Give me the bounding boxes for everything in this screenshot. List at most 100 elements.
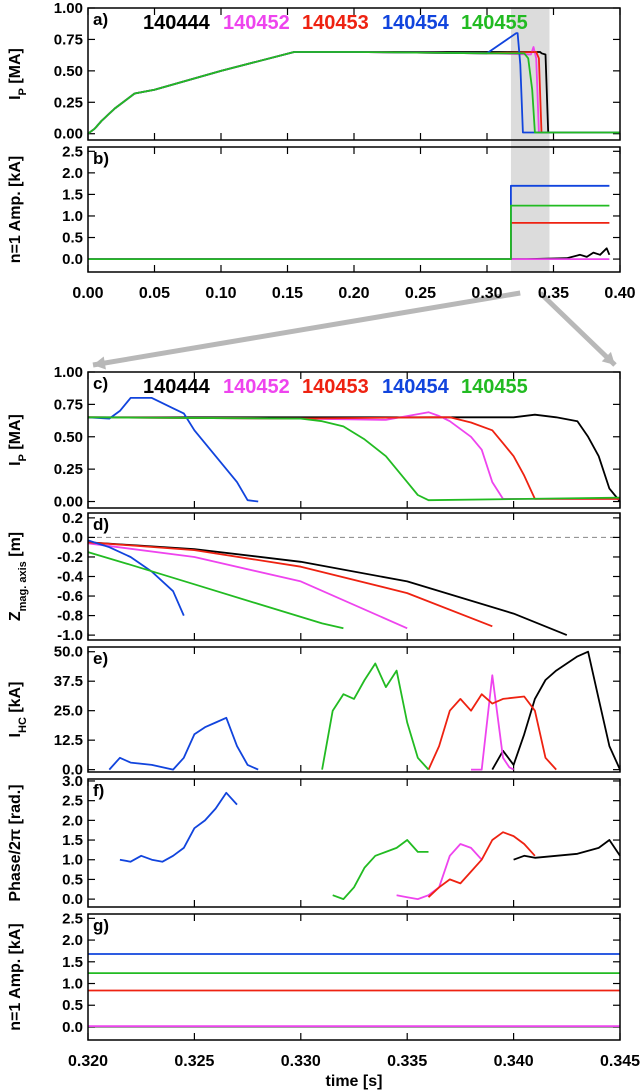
- series-d-140455: [87, 551, 344, 630]
- legend-a-140452: 140452: [223, 12, 290, 34]
- series-d-140453: [87, 541, 493, 628]
- ytick-label-c-0: 1.00: [54, 364, 83, 381]
- series-f-140454: [119, 791, 238, 863]
- series-e-140455: [321, 662, 430, 771]
- ytick-label-g-3: 1.0: [62, 976, 83, 993]
- frame-f: [87, 778, 621, 908]
- panel-c: 1.00 0.75 0.50 0.25 0.00 c) IP [MA]: [7, 364, 621, 511]
- ytick-label-c-3: 0.25: [54, 461, 83, 478]
- series-f-140444: [513, 839, 621, 861]
- series-e-140452: [471, 674, 515, 771]
- series-a-140455: [87, 51, 620, 135]
- series-f-140455: [332, 839, 429, 900]
- legend-c-140444: 140444: [143, 376, 211, 398]
- panel-tag-f: f): [93, 781, 104, 800]
- ytick-label-b-5: 0.0: [62, 251, 83, 268]
- series-b-140455: [88, 204, 610, 261]
- panel-f: 3.0 2.5 2.0 1.5 1.0 0.5 0.0 f) Phase/2π [rad.]: [7, 773, 621, 908]
- ytick-label-e-2: 25.0: [54, 703, 83, 720]
- ytick-label-b-1: 2.0: [62, 165, 83, 182]
- xtick-label-top-6: 0.30: [471, 285, 502, 302]
- legend-c-140453: 140453: [302, 376, 369, 398]
- ytick-label-g-2: 1.5: [62, 954, 83, 971]
- zoom-arrow-right-head: [601, 351, 615, 365]
- series-d-140454: [87, 539, 185, 616]
- legend-c-140452: 140452: [223, 376, 290, 398]
- xtick-label-top-1: 0.05: [139, 285, 170, 302]
- ytick-label-a-1: 0.75: [54, 31, 83, 48]
- ytick-label-a-4: 0.00: [54, 126, 83, 143]
- panel-tag-g: g): [93, 916, 109, 935]
- ytick-label-f-4: 1.0: [62, 852, 83, 869]
- panel-e: 50.0 37.5 25.0 12.5 0.0 e) IHC [kA]: [7, 644, 621, 779]
- series-c-140452: [87, 411, 620, 500]
- ytick-label-a-3: 0.25: [54, 94, 83, 111]
- panel-b: 2.5 2.0 1.5 1.0 0.5 0.0 b) n=1 Amp. [kA]: [7, 143, 621, 273]
- frame-c: [87, 371, 621, 509]
- zoom-arrow-left: [92, 290, 521, 368]
- panel-a: 1.00 0.75 0.50 0.25 0.00 a) IP [MA]: [7, 0, 621, 143]
- panel-g: 2.5 2.0 1.5 1.0 0.5 0.0 g) n=1 Amp. [kA]: [7, 910, 621, 1041]
- ytick-label-d-5: -0.8: [57, 608, 83, 625]
- zoom-arrow-right: [538, 291, 617, 367]
- ytick-label-f-0: 3.0: [62, 773, 83, 790]
- xtick-label-top-8: 0.40: [604, 285, 635, 302]
- ylabel-d: Zmag. axis [m]: [7, 532, 29, 621]
- frame-g: [87, 913, 621, 1041]
- ylabel-e: IHC [kA]: [7, 682, 29, 738]
- frame-a: [87, 7, 621, 141]
- ytick-label-c-2: 0.50: [54, 429, 83, 446]
- ylabel-f: Phase/2π [rad.]: [7, 784, 24, 901]
- ytick-label-d-0: 0.2: [62, 510, 83, 527]
- legend-a-140453: 140453: [302, 12, 369, 34]
- xtick-label-top-0: 0.00: [72, 285, 103, 302]
- panel-tag-c: c): [93, 374, 108, 393]
- series-c-140453: [87, 416, 620, 500]
- ytick-label-f-6: 0.0: [62, 891, 83, 908]
- panel-tag-e: e): [93, 649, 108, 668]
- ytick-label-g-0: 2.5: [62, 910, 83, 927]
- ylabel-c: IP [MA]: [7, 414, 29, 466]
- xtick-label-bottom-3: 0.335: [387, 1053, 427, 1070]
- ytick-label-d-6: -1.0: [57, 627, 83, 644]
- xtick-label-top-3: 0.15: [272, 285, 303, 302]
- ytick-label-a-0: 1.00: [54, 0, 83, 17]
- ytick-label-g-1: 2.0: [62, 932, 83, 949]
- ytick-label-f-3: 1.5: [62, 832, 83, 849]
- ylabel-b: n=1 Amp. [kA]: [7, 156, 24, 263]
- series-f-140453: [427, 831, 536, 898]
- ytick-label-g-4: 0.5: [62, 997, 83, 1014]
- xtick-label-bottom-4: 0.340: [494, 1053, 534, 1070]
- series-e-140444: [491, 650, 621, 771]
- ytick-label-e-0: 50.0: [54, 644, 83, 661]
- panel-tag-d: d): [93, 515, 109, 534]
- panel-tag-b: b): [93, 149, 109, 168]
- ytick-label-e-4: 0.0: [62, 762, 83, 779]
- ytick-label-e-3: 12.5: [54, 732, 83, 749]
- xaxis-label: time [s]: [326, 1073, 383, 1090]
- panel-tag-a: a): [93, 10, 108, 29]
- ytick-label-g-5: 0.0: [62, 1019, 83, 1036]
- ytick-label-c-1: 0.75: [54, 396, 83, 413]
- ytick-label-e-1: 37.5: [54, 673, 83, 690]
- ytick-label-b-0: 2.5: [62, 143, 83, 160]
- legend-a-140455: 140455: [461, 12, 528, 34]
- ytick-label-b-2: 1.5: [62, 186, 83, 203]
- ytick-label-d-4: -0.6: [57, 588, 83, 605]
- legend-c-140454: 140454: [382, 376, 450, 398]
- legend-a-140444: 140444: [143, 12, 211, 34]
- xtick-label-top-4: 0.20: [338, 285, 369, 302]
- ytick-label-b-3: 1.0: [62, 208, 83, 225]
- frame-d: [87, 512, 621, 641]
- ylabel-a: IP [MA]: [7, 48, 29, 100]
- frame-e: [87, 646, 621, 773]
- ytick-label-d-1: 0.0: [62, 529, 83, 546]
- zoom-arrow-left-head: [93, 356, 106, 370]
- series-e-140454: [108, 716, 259, 771]
- frame-b: [87, 146, 621, 273]
- xtick-label-bottom-0: 0.320: [68, 1053, 108, 1070]
- ytick-label-f-2: 2.0: [62, 812, 83, 829]
- xtick-label-bottom-2: 0.330: [281, 1053, 321, 1070]
- xtick-label-top-5: 0.25: [405, 285, 436, 302]
